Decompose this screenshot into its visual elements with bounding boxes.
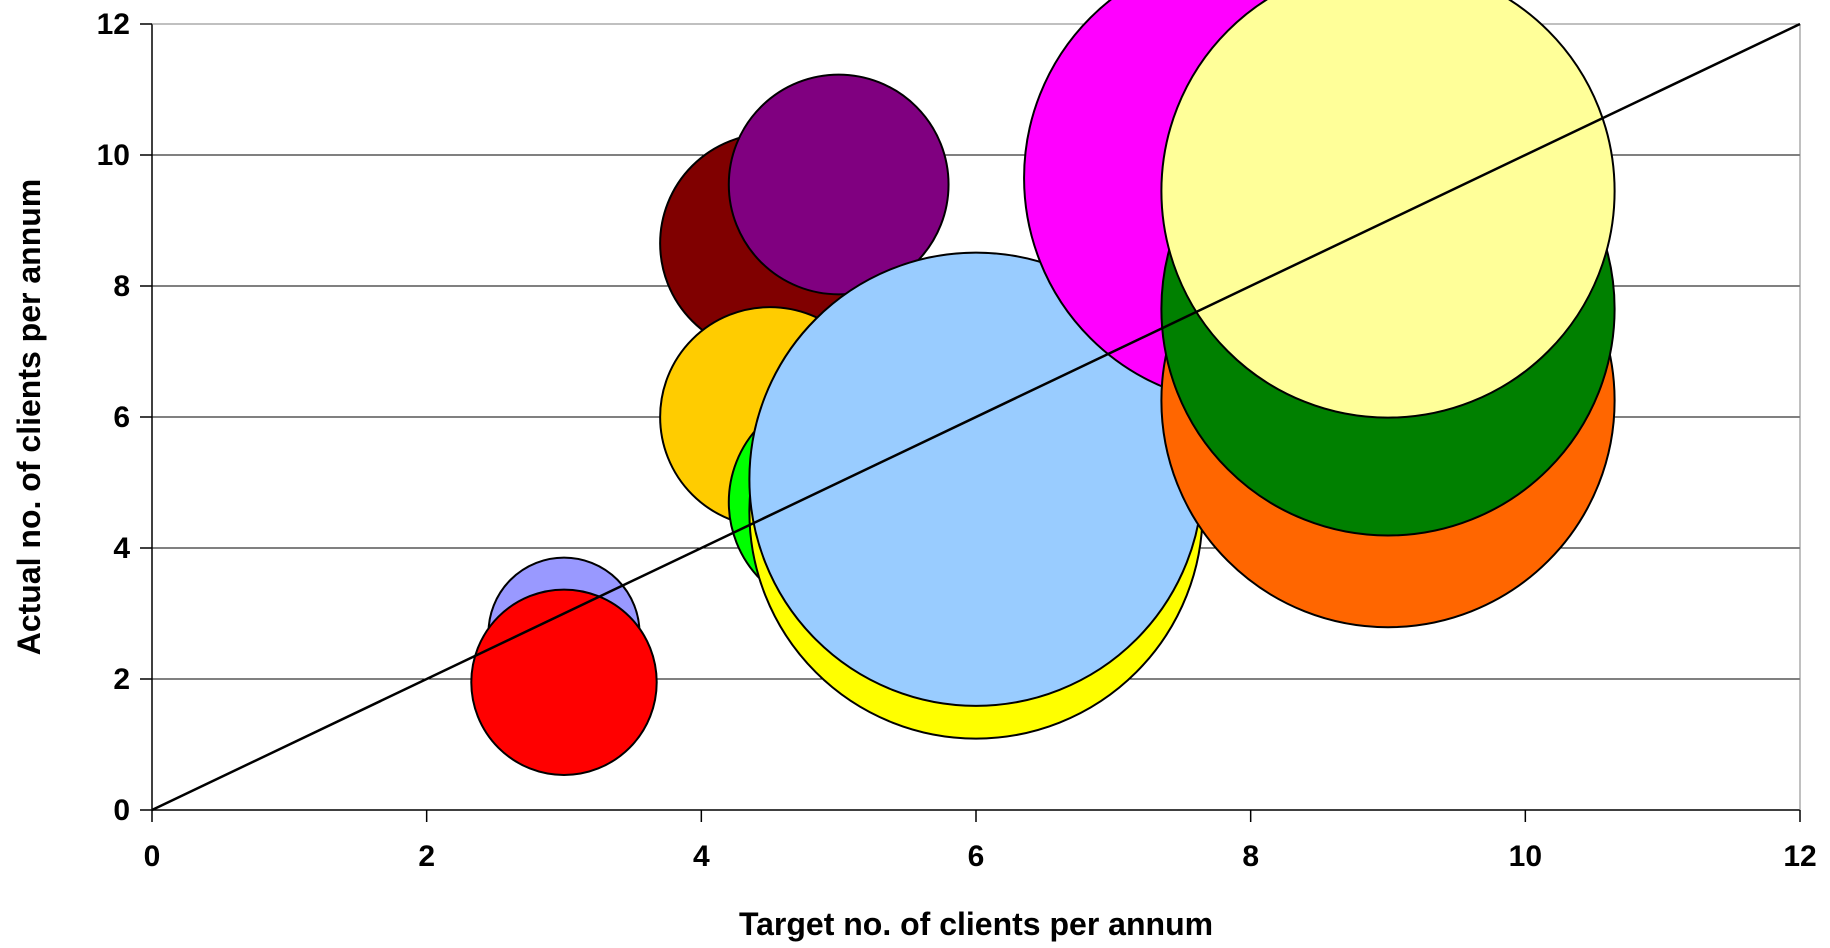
bubble-2 bbox=[470, 588, 658, 776]
y-tick-label-4: 4 bbox=[113, 532, 130, 565]
bubble-12 bbox=[1160, 0, 1616, 419]
x-axis-title: Target no. of clients per annum bbox=[739, 906, 1213, 942]
x-tick-label-8: 8 bbox=[1242, 840, 1259, 873]
bubbles bbox=[470, 0, 1616, 776]
x-tick-label-12: 12 bbox=[1783, 840, 1816, 873]
x-tick-label-6: 6 bbox=[968, 840, 985, 873]
x-tick-label-2: 2 bbox=[418, 840, 435, 873]
y-tick-label-10: 10 bbox=[97, 139, 130, 172]
tick-labels: 0 2 4 6 8 10 12 0 2 4 6 8 10 12 bbox=[97, 8, 1817, 873]
x-tick-label-10: 10 bbox=[1509, 840, 1542, 873]
reference-line bbox=[151, 22, 1801, 812]
x-tick-label-4: 4 bbox=[693, 840, 710, 873]
x-tick-label-0: 0 bbox=[144, 840, 161, 873]
reference-line-group bbox=[151, 22, 1801, 812]
y-tick-label-2: 2 bbox=[113, 663, 130, 696]
bubble-4 bbox=[727, 73, 950, 296]
y-tick-label-6: 6 bbox=[113, 401, 130, 434]
y-axis-title: Actual no. of clients per annum bbox=[11, 179, 47, 656]
y-tick-label-12: 12 bbox=[97, 8, 130, 41]
y-tick-label-0: 0 bbox=[113, 794, 130, 827]
y-tick-label-8: 8 bbox=[113, 270, 130, 303]
